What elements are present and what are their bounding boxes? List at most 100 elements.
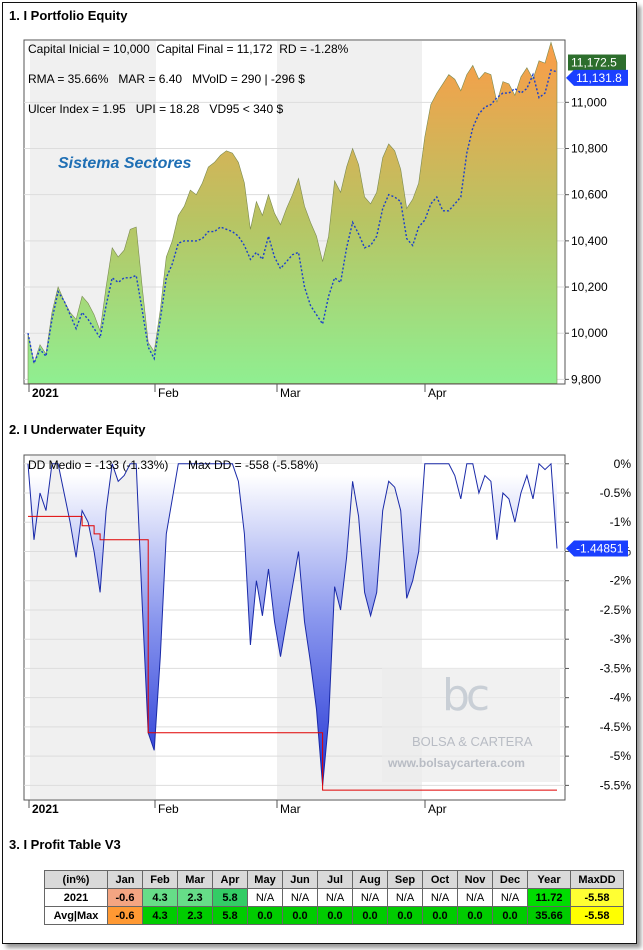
y-tick-label: -4.5% — [600, 720, 632, 734]
table-cell: -5.58 — [570, 888, 624, 907]
table-cell: 4.3 — [142, 906, 178, 925]
y-tick-label: 9,800 — [571, 372, 601, 386]
y-tick-label: -1% — [610, 515, 632, 529]
y-tick-label: 0% — [614, 457, 632, 471]
underwater-section-title: 2. I Underwater Equity — [9, 422, 146, 437]
column-header: Oct — [422, 870, 458, 889]
y-tick-label: 10,600 — [571, 188, 608, 202]
x-tick-label: Apr — [428, 386, 447, 400]
table-cell: 11.72 — [527, 888, 571, 907]
table-header-row: (in%) Jan Feb Mar Apr May Jun Jul Aug Sep Oct Nov De… — [44, 870, 624, 889]
column-header: May — [247, 870, 283, 889]
table-cell: 0.0 — [282, 906, 318, 925]
table-cell: N/A — [457, 888, 493, 907]
y-tick-label: -0.5% — [600, 486, 632, 500]
row-label: 2021 — [44, 888, 108, 907]
table-cell: -5.58 — [570, 906, 624, 925]
x-tick-label: Mar — [280, 802, 301, 816]
table-cell: 5.8 — [212, 888, 248, 907]
current-dd-tag: -1.44851 — [566, 540, 628, 557]
column-header: Mar — [177, 870, 213, 889]
column-header: Nov — [457, 870, 493, 889]
current-value-label: 11,131.8 — [576, 71, 622, 85]
column-header: Sep — [387, 870, 423, 889]
y-tick-label: -2.5% — [600, 603, 632, 617]
column-header: Apr — [212, 870, 248, 889]
column-header: Jul — [317, 870, 353, 889]
x-tick-label: Apr — [428, 802, 447, 816]
table-cell: 2.3 — [177, 888, 213, 907]
y-tick-label: -2% — [610, 574, 632, 588]
watermark: bc BOLSA & CARTERA www.bolsaycartera.com — [382, 668, 560, 782]
table-row: 2021 -0.6 4.3 2.3 5.8 N/A N/A N/A N/A N/A N/A N/A N/… — [44, 888, 624, 907]
x-tick-label: Mar — [280, 386, 301, 400]
current-dd-label: -1.44851 — [576, 541, 624, 555]
x-tick-label: Feb — [158, 802, 179, 816]
table-cell: 4.3 — [142, 888, 178, 907]
final-value-label: 11,172.5 — [571, 56, 617, 70]
equity-stats-line1: Capital Inicial = 10,000 Capital Final =… — [28, 42, 349, 56]
max-dd-line — [28, 515, 557, 791]
column-header: Jan — [107, 870, 143, 889]
profit-table: (in%) Jan Feb Mar Apr May Jun Jul Aug Sep Oct Nov De… — [44, 870, 624, 925]
system-name-label: Sistema Sectores — [58, 155, 192, 172]
table-cell: N/A — [352, 888, 388, 907]
table-cell: 0.0 — [422, 906, 458, 925]
y-tick-label: -3% — [610, 632, 632, 646]
dd-medio-label: DD Medio = -133 (-1.33%) — [28, 458, 169, 472]
equity-dotted-line — [27, 69, 558, 366]
table-cell: 0.0 — [317, 906, 353, 925]
table-cell: -0.6 — [107, 906, 143, 925]
final-value-tag: 11,172.5 — [568, 54, 626, 71]
y-tick-label: 10,200 — [571, 280, 608, 294]
table-cell: N/A — [317, 888, 353, 907]
table-cell: 0.0 — [457, 906, 493, 925]
table-cell: N/A — [387, 888, 423, 907]
table-cell: 2.3 — [177, 906, 213, 925]
watermark-name: BOLSA & CARTERA — [412, 734, 533, 749]
profit-section-title: 3. I Profit Table V3 — [9, 837, 121, 852]
max-dd-label: Max DD = -558 (-5.58%) — [188, 458, 319, 472]
table-cell: N/A — [282, 888, 318, 907]
equity-area — [27, 41, 558, 384]
column-header: Feb — [142, 870, 178, 889]
table-cell: -0.6 — [107, 888, 143, 907]
column-header: Jun — [282, 870, 318, 889]
equity-stats-line3: Ulcer Index = 1.95 UPI = 18.28 VD95 < 34… — [28, 102, 284, 116]
x-tick-label: 2021 — [32, 802, 59, 816]
x-tick-label: Feb — [158, 386, 179, 400]
y-tick-label: -4% — [610, 691, 632, 705]
table-cell: 0.0 — [387, 906, 423, 925]
column-header: Aug — [352, 870, 388, 889]
column-header: (in%) — [44, 870, 108, 889]
table-cell: N/A — [422, 888, 458, 907]
row-label: Avg|Max — [44, 906, 108, 925]
current-value-tag: 11,131.8 — [566, 69, 628, 86]
table-row: Avg|Max -0.6 4.3 2.3 5.8 0.0 0.0 0.0 0.0 0.0 0.0 0.… — [44, 906, 624, 925]
table-cell: N/A — [492, 888, 528, 907]
column-header: Year — [527, 870, 571, 889]
equity-section-title: 1. I Portfolio Equity — [9, 8, 128, 23]
x-tick-label: 2021 — [32, 386, 59, 400]
y-tick-label: -5% — [610, 749, 632, 763]
column-header: MaxDD — [570, 870, 624, 889]
column-header: Dec — [492, 870, 528, 889]
y-tick-label: 10,000 — [571, 326, 608, 340]
y-tick-label: -3.5% — [600, 661, 632, 675]
y-tick-label: 10,800 — [571, 142, 608, 156]
y-tick-label: 10,400 — [571, 234, 608, 248]
underwater-line — [27, 462, 558, 786]
y-tick-label: -5.5% — [600, 778, 632, 792]
y-tick-label: 11,000 — [571, 95, 607, 109]
table-cell: 5.8 — [212, 906, 248, 925]
watermark-url: www.bolsaycartera.com — [388, 756, 525, 770]
table-cell: 35.66 — [527, 906, 571, 925]
watermark-logo: bc — [442, 670, 490, 721]
underwater-area — [28, 463, 557, 786]
table-cell: 0.0 — [492, 906, 528, 925]
table-cell: 0.0 — [247, 906, 283, 925]
table-cell: N/A — [247, 888, 283, 907]
table-cell: 0.0 — [352, 906, 388, 925]
equity-stats-line2: RMA = 35.66% MAR = 6.40 MVolD = 290 | -2… — [28, 72, 305, 86]
